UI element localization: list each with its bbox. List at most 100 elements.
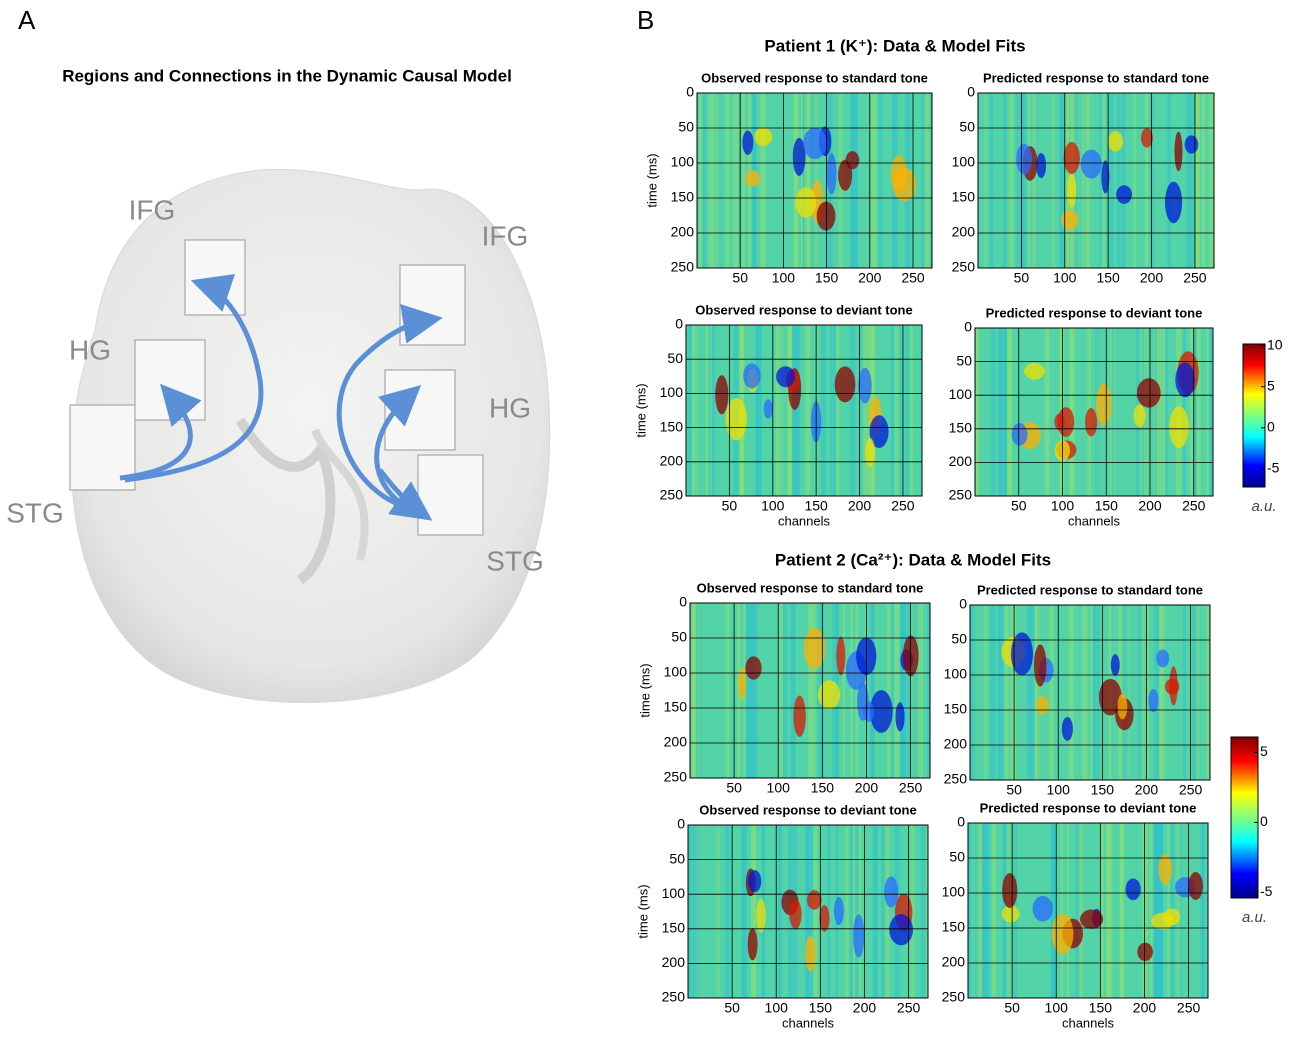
stripe xyxy=(725,93,730,268)
y-tick-label: 100 xyxy=(664,664,688,680)
y-tick-label: 100 xyxy=(671,154,695,170)
stripe xyxy=(1162,328,1166,496)
stripe xyxy=(1137,605,1143,780)
stripe xyxy=(968,823,972,998)
stripe xyxy=(907,603,914,778)
stripe xyxy=(808,825,814,998)
blob xyxy=(884,876,899,908)
blob xyxy=(895,702,905,732)
x-axis-label: channels xyxy=(782,1015,835,1030)
stripe xyxy=(1016,93,1021,268)
blob xyxy=(1137,942,1153,962)
stripe xyxy=(693,603,697,778)
y-tick-label: 250 xyxy=(664,769,688,785)
stripe xyxy=(753,825,757,998)
y-tick-label: 50 xyxy=(671,629,687,645)
blob xyxy=(865,437,875,468)
x-tick-label: 50 xyxy=(1004,1000,1020,1016)
y-tick-label: 50 xyxy=(951,631,967,647)
y-tick-label: 200 xyxy=(944,736,968,752)
stripe xyxy=(800,93,804,268)
y-tick-label: 250 xyxy=(942,989,966,1005)
stripe xyxy=(991,823,995,998)
stripe xyxy=(1149,93,1156,268)
stripe xyxy=(793,93,799,268)
colorbar: 10 5 0 -5 a.u. xyxy=(1242,336,1283,515)
blob xyxy=(1051,913,1074,955)
stripe xyxy=(742,825,746,998)
blob xyxy=(834,366,856,403)
stripe xyxy=(777,825,782,998)
stripe xyxy=(998,328,1004,496)
stripe xyxy=(1167,93,1172,268)
blob xyxy=(869,690,893,733)
blob xyxy=(776,366,796,388)
blob xyxy=(892,167,917,202)
region-label: HG xyxy=(69,334,111,365)
blob xyxy=(795,187,817,218)
stripe xyxy=(1121,93,1126,268)
stripe xyxy=(702,93,706,268)
y-tick-label: 200 xyxy=(949,453,973,469)
y-tick-label: 50 xyxy=(956,352,972,368)
stripe xyxy=(715,825,720,998)
stripe xyxy=(1196,328,1201,496)
heatmap: 50 100 150 200 250 0 50 100 150 200 250 Predicted r… xyxy=(942,800,1209,1030)
y-axis-label: time (ms) xyxy=(637,663,652,717)
colorbar-gradient xyxy=(1242,343,1266,488)
stripe xyxy=(993,823,997,998)
y-axis-label: time (ms) xyxy=(635,884,650,938)
colorbar-unit: a.u. xyxy=(1242,909,1267,926)
colorbar-tick-label: 5 xyxy=(1260,743,1268,759)
stripe xyxy=(1109,328,1113,496)
panel-title: Regions and Connections in the Dynamic C… xyxy=(62,66,512,85)
blob xyxy=(715,375,729,415)
stripe xyxy=(927,603,930,778)
stripe xyxy=(1065,93,1069,268)
heatmap: 50 100 150 200 250 0 50 100 150 200 250 Observed re… xyxy=(635,802,929,1030)
stripe xyxy=(804,93,810,268)
stripe xyxy=(909,325,913,496)
x-tick-label: 250 xyxy=(891,498,915,514)
stripe xyxy=(830,325,833,496)
y-tick-label: 150 xyxy=(671,189,695,205)
stripe xyxy=(1010,605,1016,780)
stripe xyxy=(775,825,779,998)
blob xyxy=(869,415,889,448)
y-tick-label: 150 xyxy=(952,189,976,205)
y-tick-label: 150 xyxy=(664,699,688,715)
stripe xyxy=(984,605,988,780)
x-tick-label: 100 xyxy=(1053,270,1077,286)
x-tick-label: 150 xyxy=(811,780,835,796)
stripe xyxy=(787,325,793,496)
stripe xyxy=(781,603,787,778)
y-tick-label: 0 xyxy=(675,316,683,332)
y-tick-label: 100 xyxy=(949,386,973,402)
stripe xyxy=(1078,823,1085,998)
stripe xyxy=(990,605,996,780)
blob xyxy=(743,363,761,389)
plot-title: Observed response to deviant tone xyxy=(699,802,916,817)
x-tick-label: 200 xyxy=(858,270,882,286)
blob xyxy=(826,153,837,195)
stripe xyxy=(920,825,927,998)
stripe xyxy=(1133,93,1137,268)
stripe xyxy=(875,825,878,998)
stripe xyxy=(1113,328,1117,496)
heatmap: 50 100 150 200 250 0 50 100 150 200 250 Predicted r… xyxy=(952,70,1215,286)
stripe xyxy=(1158,823,1164,998)
x-tick-label: 200 xyxy=(1140,270,1164,286)
stripe xyxy=(711,325,716,496)
stripe xyxy=(805,825,810,998)
x-tick-label: 100 xyxy=(772,270,796,286)
stripe xyxy=(1176,823,1181,998)
blob xyxy=(763,399,773,419)
x-tick-label: 50 xyxy=(1006,782,1022,798)
stripe xyxy=(1145,93,1149,268)
brain-diagram: IFG IFG HG HG STG STG xyxy=(6,168,551,704)
blob xyxy=(1036,152,1047,179)
stripe xyxy=(850,603,854,778)
stripe xyxy=(1208,93,1214,268)
stripe xyxy=(1044,328,1050,496)
